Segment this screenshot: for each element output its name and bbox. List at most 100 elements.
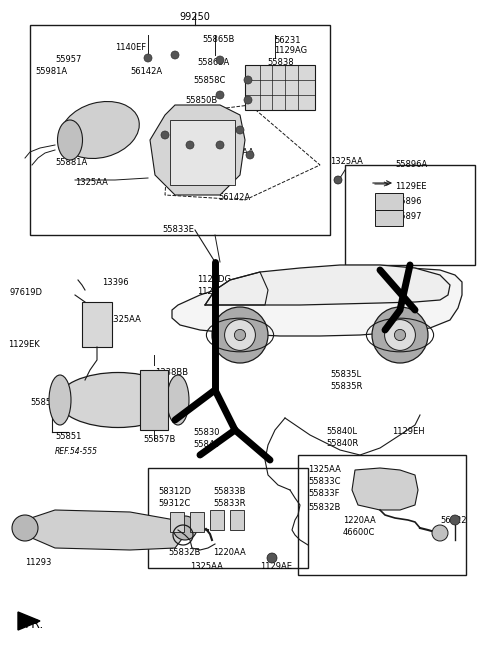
Text: 97619D: 97619D xyxy=(10,288,43,297)
Text: 1325AA: 1325AA xyxy=(190,562,223,571)
Text: 1125DG: 1125DG xyxy=(197,275,231,284)
Text: 1325AA: 1325AA xyxy=(108,315,141,324)
Polygon shape xyxy=(205,265,450,305)
Text: 55857B: 55857B xyxy=(143,435,175,444)
Polygon shape xyxy=(172,268,462,336)
Ellipse shape xyxy=(58,372,178,428)
Bar xyxy=(298,455,466,575)
Text: 55835R: 55835R xyxy=(330,382,362,391)
Text: 55832B: 55832B xyxy=(168,548,200,557)
Text: 1140EF: 1140EF xyxy=(115,43,146,52)
Text: 55896: 55896 xyxy=(395,197,421,206)
Text: 1129EE: 1129EE xyxy=(395,182,427,191)
Circle shape xyxy=(384,319,415,350)
Circle shape xyxy=(432,525,448,541)
Bar xyxy=(345,165,475,265)
Circle shape xyxy=(225,319,255,350)
Text: A: A xyxy=(180,531,186,539)
Polygon shape xyxy=(352,468,418,510)
Circle shape xyxy=(161,131,169,139)
Text: 59312C: 59312C xyxy=(158,499,190,508)
Text: 1129AE: 1129AE xyxy=(260,562,292,571)
Bar xyxy=(230,510,244,530)
Circle shape xyxy=(144,54,152,62)
Text: 1129GD: 1129GD xyxy=(197,287,231,296)
Circle shape xyxy=(171,51,179,59)
Circle shape xyxy=(216,141,224,149)
Text: 55830: 55830 xyxy=(193,428,219,437)
Text: 1220AA: 1220AA xyxy=(213,548,246,557)
Text: 1325AA: 1325AA xyxy=(75,178,108,187)
Text: 11293: 11293 xyxy=(25,558,51,567)
Circle shape xyxy=(234,329,246,340)
Text: 46600C: 46600C xyxy=(343,528,375,537)
Bar xyxy=(148,468,308,568)
Text: 1338BB: 1338BB xyxy=(155,368,188,377)
Text: 55833C: 55833C xyxy=(308,477,340,486)
Text: 58312D: 58312D xyxy=(158,487,191,496)
Text: 55865B: 55865B xyxy=(202,35,234,44)
Ellipse shape xyxy=(167,375,189,425)
Ellipse shape xyxy=(49,375,71,425)
Circle shape xyxy=(244,96,252,104)
Circle shape xyxy=(372,307,428,363)
Polygon shape xyxy=(150,105,245,195)
Ellipse shape xyxy=(60,102,139,158)
Text: 55833F: 55833F xyxy=(308,489,339,498)
Text: REF.54-555: REF.54-555 xyxy=(55,447,98,456)
Text: 56822: 56822 xyxy=(440,516,467,525)
Bar xyxy=(82,302,112,347)
Text: 1129EK: 1129EK xyxy=(8,340,40,349)
Bar xyxy=(190,512,204,532)
Bar xyxy=(210,510,224,530)
Bar xyxy=(245,65,315,110)
Circle shape xyxy=(246,151,254,159)
Text: 56231: 56231 xyxy=(274,36,300,45)
Text: 58725: 58725 xyxy=(264,85,290,94)
Circle shape xyxy=(450,515,460,525)
Text: 55840: 55840 xyxy=(193,440,219,449)
Circle shape xyxy=(12,515,38,541)
Text: 55853B: 55853B xyxy=(30,398,62,407)
Circle shape xyxy=(236,126,244,134)
Text: 1325AA: 1325AA xyxy=(221,148,254,157)
Bar xyxy=(30,25,330,235)
Polygon shape xyxy=(25,510,185,550)
Text: 1129AG: 1129AG xyxy=(274,46,307,55)
Text: 56142A: 56142A xyxy=(218,193,250,202)
Circle shape xyxy=(244,76,252,84)
Circle shape xyxy=(216,56,224,64)
Circle shape xyxy=(267,553,277,563)
Text: 55981A: 55981A xyxy=(35,67,67,76)
Text: 55957: 55957 xyxy=(55,55,82,64)
Text: 55822: 55822 xyxy=(267,70,293,79)
Text: FR.: FR. xyxy=(25,618,44,631)
Text: 51820: 51820 xyxy=(264,97,290,106)
Polygon shape xyxy=(18,612,40,630)
Text: 55840L: 55840L xyxy=(326,427,357,436)
Text: 1220AA: 1220AA xyxy=(343,516,376,525)
Text: 55833E: 55833E xyxy=(162,225,194,234)
Bar xyxy=(140,370,168,430)
Text: 1325AA: 1325AA xyxy=(308,465,341,474)
Circle shape xyxy=(334,176,342,184)
Text: 55865A: 55865A xyxy=(197,58,229,67)
Text: 55833R: 55833R xyxy=(213,499,245,508)
Circle shape xyxy=(186,141,194,149)
Text: 55838: 55838 xyxy=(267,58,294,67)
Text: 55896A: 55896A xyxy=(395,160,427,169)
Text: 99250: 99250 xyxy=(180,12,210,22)
Circle shape xyxy=(212,307,268,363)
Text: 55835L: 55835L xyxy=(330,370,361,379)
Text: 55890D: 55890D xyxy=(193,148,226,157)
Text: 55840R: 55840R xyxy=(326,439,358,448)
Bar xyxy=(170,512,184,532)
Text: 55858C: 55858C xyxy=(193,76,226,85)
Bar xyxy=(375,193,403,210)
Text: 55851: 55851 xyxy=(55,432,82,441)
Text: 55850B: 55850B xyxy=(185,96,217,105)
Bar xyxy=(375,210,403,226)
Circle shape xyxy=(216,91,224,99)
Text: 56142A: 56142A xyxy=(130,67,162,76)
Text: 55832B: 55832B xyxy=(308,503,340,512)
